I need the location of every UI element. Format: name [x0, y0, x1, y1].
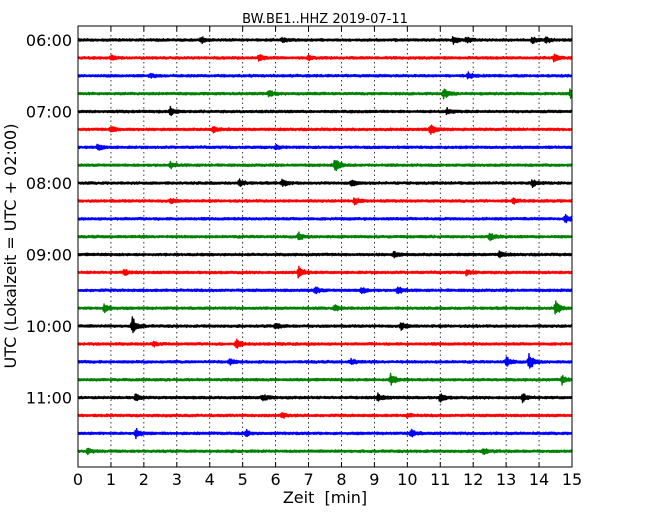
x-tick-label: 1: [106, 470, 116, 489]
trace-line: [77, 265, 573, 279]
x-tick-label: 9: [369, 470, 379, 489]
trace-line: [77, 178, 573, 188]
x-axis-ticks: 0 1 2 3 4 5 6 7 8 9 10 11 12 13 14 15: [73, 26, 582, 489]
x-tick-label: 6: [271, 470, 281, 489]
y-tick-label: 11:00: [26, 389, 72, 408]
x-tick-label: 3: [172, 470, 182, 489]
trace-line: [77, 53, 573, 63]
x-tick-label: 5: [238, 470, 248, 489]
trace-line: [77, 372, 573, 386]
trace-line: [77, 213, 573, 224]
trace-line: [77, 36, 573, 45]
x-tick-label: 12: [463, 470, 483, 489]
seismic-traces: [77, 36, 573, 456]
trace-line: [77, 105, 573, 117]
x-tick-label: 11: [430, 470, 450, 489]
x-tick-label: 15: [562, 470, 582, 489]
trace-line: [77, 197, 573, 206]
x-tick-label: 0: [73, 470, 83, 489]
trace-line: [77, 71, 573, 80]
trace-line: [77, 250, 573, 259]
trace-line: [77, 300, 573, 315]
y-axis-label: UTC (Lokalzeit = UTC + 02:00): [1, 124, 20, 369]
trace-line: [77, 447, 573, 456]
x-tick-label: 10: [397, 470, 417, 489]
x-tick-label: 2: [139, 470, 149, 489]
trace-line: [77, 353, 573, 369]
y-tick-label: 06:00: [26, 31, 72, 50]
trace-line: [77, 427, 573, 440]
y-tick-label: 08:00: [26, 174, 72, 193]
trace-line: [77, 124, 573, 135]
y-axis-ticks: 06:00 07:00 08:00 09:00 10:00 11:00: [26, 31, 572, 408]
plot-frame: [77, 25, 573, 468]
trace-line: [77, 88, 573, 100]
x-tick-label: 8: [336, 470, 346, 489]
trace-line: [77, 316, 573, 334]
grid-lines: [110, 26, 540, 467]
trace-line: [77, 159, 573, 172]
trace-line: [77, 231, 573, 242]
trace-line: [77, 411, 573, 419]
trace-line: [77, 143, 573, 151]
chart-title: BW.BE1..HHZ 2019-07-11: [242, 12, 408, 27]
x-tick-label: 13: [496, 470, 516, 489]
x-tick-label: 14: [529, 470, 549, 489]
x-tick-label: 4: [205, 470, 215, 489]
y-tick-label: 09:00: [26, 246, 72, 265]
y-tick-label: 10:00: [26, 317, 72, 336]
x-axis-label: Zeit [min]: [283, 488, 367, 507]
y-tick-label: 07:00: [26, 103, 72, 122]
trace-line: [77, 392, 573, 404]
trace-line: [77, 286, 573, 295]
x-tick-label: 7: [303, 470, 313, 489]
trace-line: [77, 338, 573, 349]
